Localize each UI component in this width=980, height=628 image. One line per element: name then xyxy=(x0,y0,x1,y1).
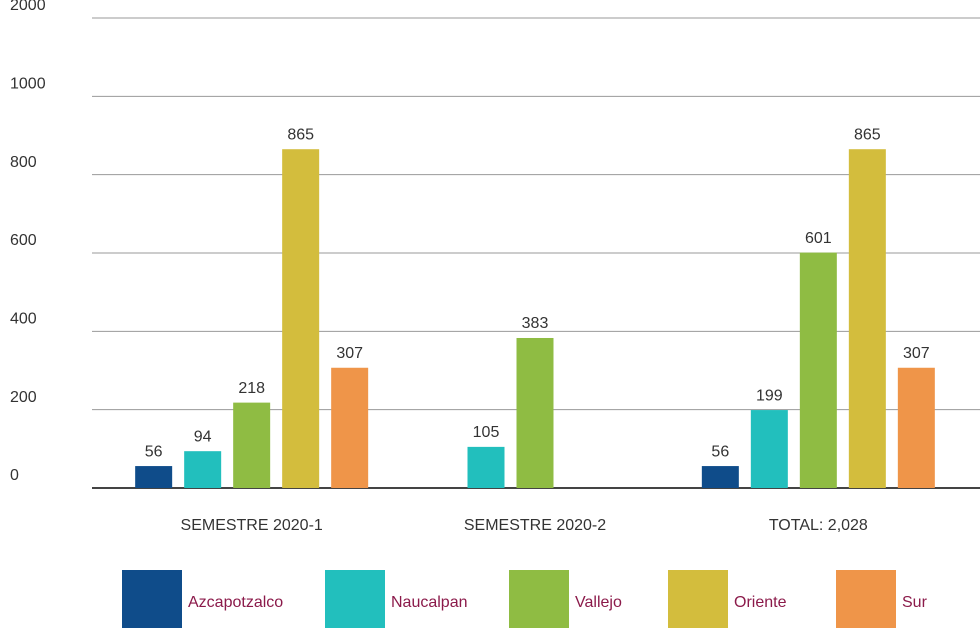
data-label: 865 xyxy=(287,126,314,143)
data-label: 601 xyxy=(805,230,832,247)
legend-swatch xyxy=(509,570,569,628)
bar xyxy=(897,367,935,488)
legend-label: Oriente xyxy=(734,594,787,611)
y-tick-label: 200 xyxy=(10,389,37,406)
data-label: 865 xyxy=(854,126,881,143)
data-label: 199 xyxy=(756,387,783,404)
legend-label: Vallejo xyxy=(575,594,622,611)
data-label: 56 xyxy=(711,443,729,460)
bar xyxy=(233,402,271,488)
bar xyxy=(799,252,837,488)
legend-label: Naucalpan xyxy=(391,594,468,611)
y-tick-label: 1000 xyxy=(10,76,46,93)
data-label: 218 xyxy=(238,380,265,397)
y-tick-label: 600 xyxy=(10,232,37,249)
bar xyxy=(848,149,886,489)
data-label: 105 xyxy=(473,424,500,441)
data-label: 56 xyxy=(145,443,163,460)
data-label: 383 xyxy=(522,315,549,332)
y-tick-label: 0 xyxy=(10,467,19,484)
legend-label: Azcapotzalco xyxy=(188,594,283,611)
x-tick-label: TOTAL: 2,028 xyxy=(769,517,868,534)
x-tick-label: SEMESTRE 2020-2 xyxy=(464,517,606,534)
data-label: 94 xyxy=(194,428,212,445)
legend-swatch xyxy=(325,570,385,628)
y-tick-label: 800 xyxy=(10,154,37,171)
legend-label: Sur xyxy=(902,594,928,611)
bar xyxy=(701,466,739,488)
legend-swatch xyxy=(122,570,182,628)
bar xyxy=(331,367,369,488)
bar xyxy=(282,149,320,489)
data-label: 307 xyxy=(903,345,930,362)
y-tick-label: 400 xyxy=(10,311,37,328)
x-tick-label: SEMESTRE 2020-1 xyxy=(181,517,323,534)
bar xyxy=(467,446,505,488)
bar xyxy=(516,337,554,488)
bar xyxy=(135,466,173,488)
bar xyxy=(750,410,788,488)
data-label: 307 xyxy=(336,345,363,362)
y-tick-label: 2000 xyxy=(10,0,46,14)
bar xyxy=(184,451,222,488)
legend-swatch xyxy=(668,570,728,628)
legend-swatch xyxy=(836,570,896,628)
